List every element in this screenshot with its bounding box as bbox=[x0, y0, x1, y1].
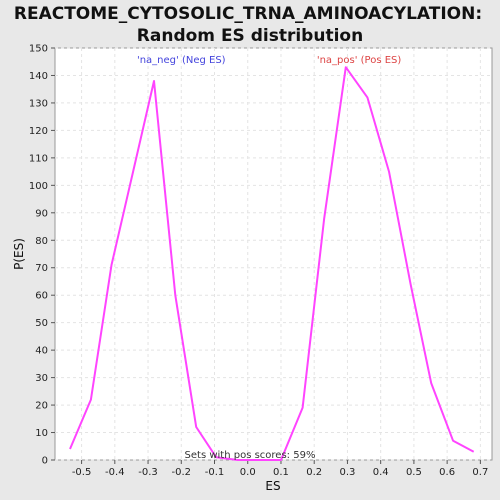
x-tick-label: 0.6 bbox=[439, 467, 455, 478]
y-tick-label: 90 bbox=[35, 208, 48, 219]
x-tick-label: 0.0 bbox=[240, 467, 256, 478]
y-axis: 0 10 20 30 40 50 60 70 80 90 100 110 120 130 140 150 bbox=[29, 44, 55, 467]
series-line bbox=[69, 66, 475, 461]
footer-text: Sets with pos scores: 59% bbox=[185, 450, 316, 461]
chart-title-line2: Random ES distribution bbox=[137, 26, 363, 46]
y-tick-label: 80 bbox=[35, 236, 48, 247]
y-tick-label: 130 bbox=[29, 98, 48, 109]
x-tick-label: 0.1 bbox=[273, 467, 289, 478]
y-tick-label: 10 bbox=[35, 428, 48, 439]
y-tick-label: 40 bbox=[35, 346, 48, 357]
annotation-pos: 'na_pos' (Pos ES) bbox=[317, 55, 402, 66]
chart-title-line1: REACTOME_CYTOSOLIC_TRNA_AMINOACYLATION: bbox=[14, 4, 482, 24]
y-tick-label: 100 bbox=[29, 181, 48, 192]
x-tick-label: -0.1 bbox=[205, 467, 225, 478]
y-axis-label: P(ES) bbox=[12, 238, 26, 270]
y-tick-label: 110 bbox=[29, 153, 48, 164]
y-tick-label: 60 bbox=[35, 291, 48, 302]
x-tick-label: 0.7 bbox=[472, 467, 488, 478]
x-tick-label: 0.2 bbox=[306, 467, 322, 478]
plot-area bbox=[54, 47, 493, 461]
y-tick-label: 140 bbox=[29, 71, 48, 82]
x-tick-label: 0.5 bbox=[406, 467, 422, 478]
y-tick-label: 70 bbox=[35, 263, 48, 274]
x-tick-label: 0.3 bbox=[339, 467, 355, 478]
annotation-neg: 'na_neg' (Neg ES) bbox=[137, 55, 226, 66]
y-tick-label: 150 bbox=[29, 44, 48, 55]
x-tick-label: -0.4 bbox=[105, 467, 125, 478]
grid-lines bbox=[55, 47, 492, 461]
x-axis-label: ES bbox=[265, 479, 280, 493]
series-group bbox=[69, 66, 475, 461]
y-tick-label: 120 bbox=[29, 126, 48, 137]
x-tick-label: -0.5 bbox=[72, 467, 92, 478]
y-tick-label: 20 bbox=[35, 401, 48, 412]
x-axis: -0.5 -0.4 -0.3 -0.2 -0.1 0.0 0.1 0.2 0.3 0.4 0.5 0.… bbox=[72, 460, 488, 478]
x-tick-label: 0.4 bbox=[373, 467, 389, 478]
annotations: 'na_neg' (Neg ES) 'na_pos' (Pos ES) bbox=[137, 55, 401, 66]
x-tick-label: -0.3 bbox=[138, 467, 158, 478]
x-tick-label: -0.2 bbox=[172, 467, 192, 478]
y-tick-label: 30 bbox=[35, 373, 48, 384]
y-tick-label: 50 bbox=[35, 318, 48, 329]
y-tick-label: 0 bbox=[42, 456, 48, 467]
